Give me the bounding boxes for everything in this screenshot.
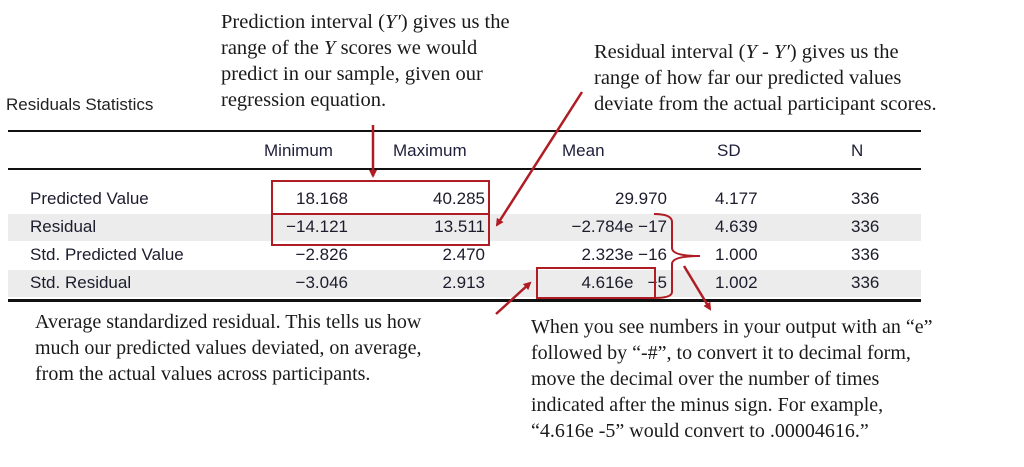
column-header-n: N: [851, 141, 864, 160]
e-notation-note: When you see numbers in your output with…: [531, 314, 933, 444]
note-line: Average standardized residual. This tell…: [35, 311, 422, 333]
row-band: [8, 270, 921, 297]
average-std-residual-note: Average standardized residual. This tell…: [35, 309, 422, 387]
residual-interval-note: Residual interval (Y - Y′) gives us the …: [594, 39, 937, 117]
note-line: indicated after the minus sign. For exam…: [531, 394, 884, 416]
cell-mean: 2.323e −16: [581, 245, 667, 264]
note-line: “4.616e -5” would convert to .00004616.”: [531, 420, 869, 442]
cell-n: 336: [851, 273, 880, 292]
residual-interval-highlight-box: [271, 213, 490, 246]
note-line: predict in our sample, given our: [221, 63, 483, 85]
cell-minimum: −3.046: [295, 273, 348, 292]
row-label: Std. Residual: [30, 273, 132, 292]
note-line: range of the Y scores we would: [221, 37, 478, 59]
note-line: from the actual values across participan…: [35, 363, 371, 385]
cell-minimum: −14.121: [286, 217, 348, 236]
cell-sd: 1.002: [715, 273, 758, 292]
cell-maximum: 2.913: [442, 273, 485, 292]
curly-bracket-icon: [653, 213, 701, 299]
row-label: Residual: [30, 217, 97, 236]
note-line: much our predicted values deviated, on a…: [35, 337, 422, 359]
note-line: range of how far our predicted values: [594, 67, 902, 89]
cell-mean: −2.784e −17: [571, 217, 667, 236]
table-bottom-rule: [8, 299, 921, 302]
table-title: Residuals Statistics: [6, 95, 154, 114]
prediction-interval-note: Prediction interval (Y′) gives us the ra…: [221, 9, 510, 113]
cell-n: 336: [851, 245, 880, 264]
note-line: Prediction interval (Y′) gives us the: [221, 11, 510, 33]
cell-maximum: 13.511: [434, 217, 485, 236]
column-header-mean: Mean: [562, 141, 605, 160]
note-line: regression equation.: [221, 89, 387, 111]
note-line: deviate from the actual participant scor…: [594, 93, 937, 115]
arrow-diagonal-icon: [495, 281, 532, 315]
table-header-rule: [8, 168, 921, 170]
row-label: Std. Predicted Value: [30, 245, 184, 264]
column-header-minimum: Minimum: [264, 141, 333, 160]
table-top-rule: [8, 130, 921, 132]
cell-sd: 1.000: [715, 245, 758, 264]
cell-mean: 4.616e −5: [581, 273, 667, 292]
column-header-sd: SD: [717, 141, 741, 160]
cell-sd: 4.177: [715, 189, 758, 208]
note-line: Residual interval (Y - Y′) gives us the: [594, 41, 899, 63]
cell-maximum: 2.470: [442, 245, 485, 264]
cell-minimum: 18.168: [296, 189, 348, 208]
column-header-maximum: Maximum: [393, 141, 467, 160]
note-line: move the decimal over the number of time…: [531, 368, 880, 390]
cell-n: 336: [851, 189, 880, 208]
cell-mean: 29.970: [615, 189, 667, 208]
cell-minimum: −2.826: [295, 245, 348, 264]
arrow-diagonal-icon: [682, 265, 712, 311]
row-label: Predicted Value: [30, 189, 149, 208]
note-line: followed by “-#”, to convert it to decim…: [531, 342, 911, 364]
std-residual-mean-highlight-box: [536, 267, 656, 299]
cell-sd: 4.639: [715, 217, 758, 236]
cell-maximum: 40.285: [433, 189, 485, 208]
note-line: When you see numbers in your output with…: [531, 316, 933, 338]
arrow-diagonal-icon: [495, 91, 584, 227]
cell-n: 336: [851, 217, 880, 236]
row-band: [8, 214, 921, 241]
